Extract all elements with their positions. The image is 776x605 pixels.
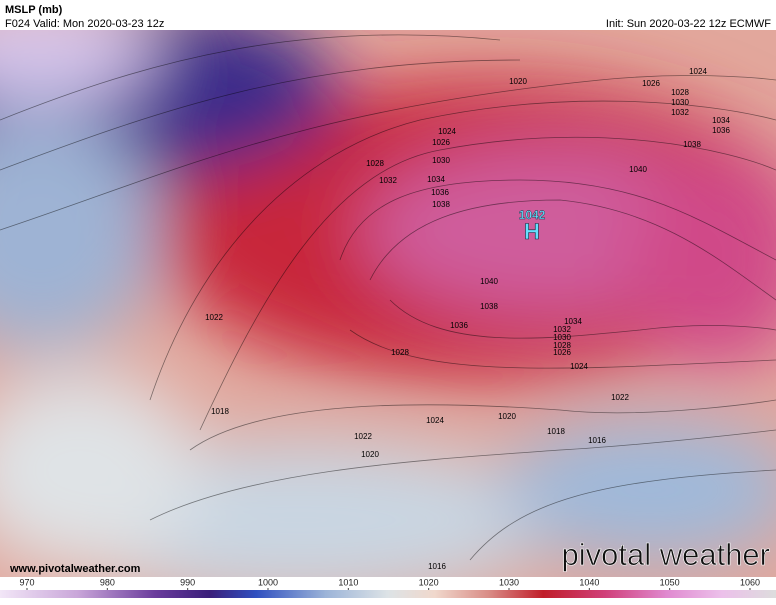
contour-label: 1032 — [671, 108, 689, 117]
contour-label: 1028 — [391, 348, 409, 357]
isobars — [0, 34, 776, 561]
contour-label: 1026 — [432, 138, 450, 147]
logo: pivotal weather — [561, 537, 770, 572]
colorbar-tick-label: 1060 — [740, 577, 760, 587]
contour-label: 1038 — [432, 200, 450, 209]
colorbar-tick-label: 1040 — [579, 577, 599, 587]
contour-label: 1022 — [354, 432, 372, 441]
colorbar-tick-label: 990 — [180, 577, 195, 587]
colorbar-tick-label: 980 — [100, 577, 115, 587]
contour-label: 1016 — [588, 436, 606, 445]
colorbar-tick-label: 1020 — [419, 577, 439, 587]
contour-label: 1016 — [428, 562, 446, 571]
contour-label: 1036 — [450, 321, 468, 330]
contour-label: 1034 — [427, 175, 445, 184]
contour-label: 1018 — [547, 427, 565, 436]
contour-label: 1028 — [553, 341, 571, 350]
contour-label: 1024 — [689, 67, 707, 76]
colorbar — [0, 590, 776, 598]
contour-label: 1020 — [361, 450, 379, 459]
contour-label: 1034 — [564, 317, 582, 326]
colorbar-tick-label: 970 — [19, 577, 34, 587]
contour-label: 1018 — [211, 407, 229, 416]
valid-time: F024 Valid: Mon 2020-03-23 12z — [5, 18, 164, 30]
contour-label: 1030 — [671, 98, 689, 107]
contour-label: 1032 — [379, 176, 397, 185]
high-value: 1042 — [519, 208, 546, 222]
high-symbol: H — [524, 219, 540, 244]
contour-label: 1020 — [498, 412, 516, 421]
contour-label: 1030 — [432, 156, 450, 165]
colorbar-tick-label: 1050 — [660, 577, 680, 587]
contour-label: 1020 — [509, 77, 527, 86]
contour-label: 1034 — [712, 116, 730, 125]
title: MSLP (mb) — [5, 4, 63, 16]
contour-label: 1024 — [570, 362, 588, 371]
contour-label: 1040 — [629, 165, 647, 174]
colorbar-tick-label: 1000 — [258, 577, 278, 587]
contour-label: 1028 — [671, 88, 689, 97]
contour-label: 1026 — [642, 79, 660, 88]
contour-label: 1024 — [438, 127, 456, 136]
contour-label: 1038 — [683, 140, 701, 149]
contour-label: 1036 — [431, 188, 449, 197]
contour-label: 1030 — [553, 333, 571, 342]
contour-label: 1022 — [205, 313, 223, 322]
contour-label: 1036 — [712, 126, 730, 135]
contour-label: 1032 — [553, 325, 571, 334]
contour-label: 1038 — [480, 302, 498, 311]
init-time: Init: Sun 2020-03-22 12z ECMWF — [606, 18, 771, 30]
contour-label: 1028 — [366, 159, 384, 168]
contour-label: 1040 — [480, 277, 498, 286]
contour-label: 1022 — [611, 393, 629, 402]
contour-label: 1026 — [553, 348, 571, 357]
colorbar-tick-label: 1010 — [338, 577, 358, 587]
website: www.pivotalweather.com — [9, 563, 141, 575]
contour-label: 1024 — [426, 416, 444, 425]
colorbar-tick-label: 1030 — [499, 577, 519, 587]
